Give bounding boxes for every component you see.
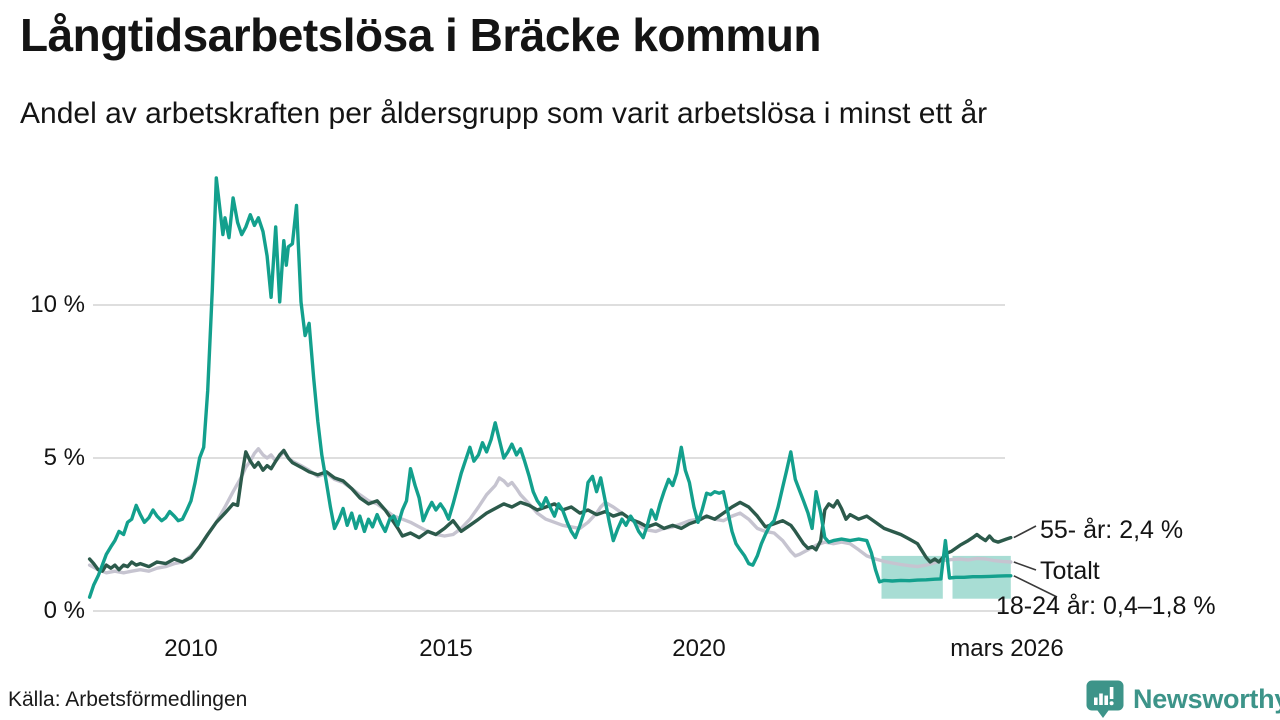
newsworthy-logo-text: Newsworthy bbox=[1133, 683, 1280, 714]
series-label-18-24: 18-24 år: 0,4–1,8 % bbox=[996, 592, 1216, 620]
source-caption: Källa: Arbetsförmedlingen bbox=[8, 688, 248, 711]
y-tick-10: 10 % bbox=[30, 291, 85, 318]
y-tick-0: 0 % bbox=[43, 597, 85, 624]
chart-title: Långtidsarbetslösa i Bräcke kommun bbox=[20, 9, 822, 61]
series-label-55: 55- år: 2,4 % bbox=[1040, 516, 1184, 544]
newsworthy-logo-icon bbox=[1086, 680, 1124, 718]
y-tick-5: 5 % bbox=[43, 444, 85, 471]
leader-line-totalt bbox=[1013, 561, 1037, 571]
chart-subtitle: Andel av arbetskraften per åldersgrupp s… bbox=[20, 97, 988, 130]
series-label-totalt: Totalt bbox=[1040, 557, 1100, 585]
leader-line-55 bbox=[1013, 525, 1037, 539]
x-tick-mars-2026: mars 2026 bbox=[950, 635, 1064, 662]
series-line-55 bbox=[87, 448, 1013, 573]
newsworthy-logo: Newsworthy bbox=[1085, 679, 1280, 719]
x-tick-2015: 2015 bbox=[419, 635, 473, 662]
leader-line-18-24 bbox=[1013, 575, 1058, 598]
x-tick-2020: 2020 bbox=[672, 635, 726, 662]
series-line-18-24 bbox=[87, 176, 1013, 599]
x-tick-2010: 2010 bbox=[164, 635, 218, 662]
